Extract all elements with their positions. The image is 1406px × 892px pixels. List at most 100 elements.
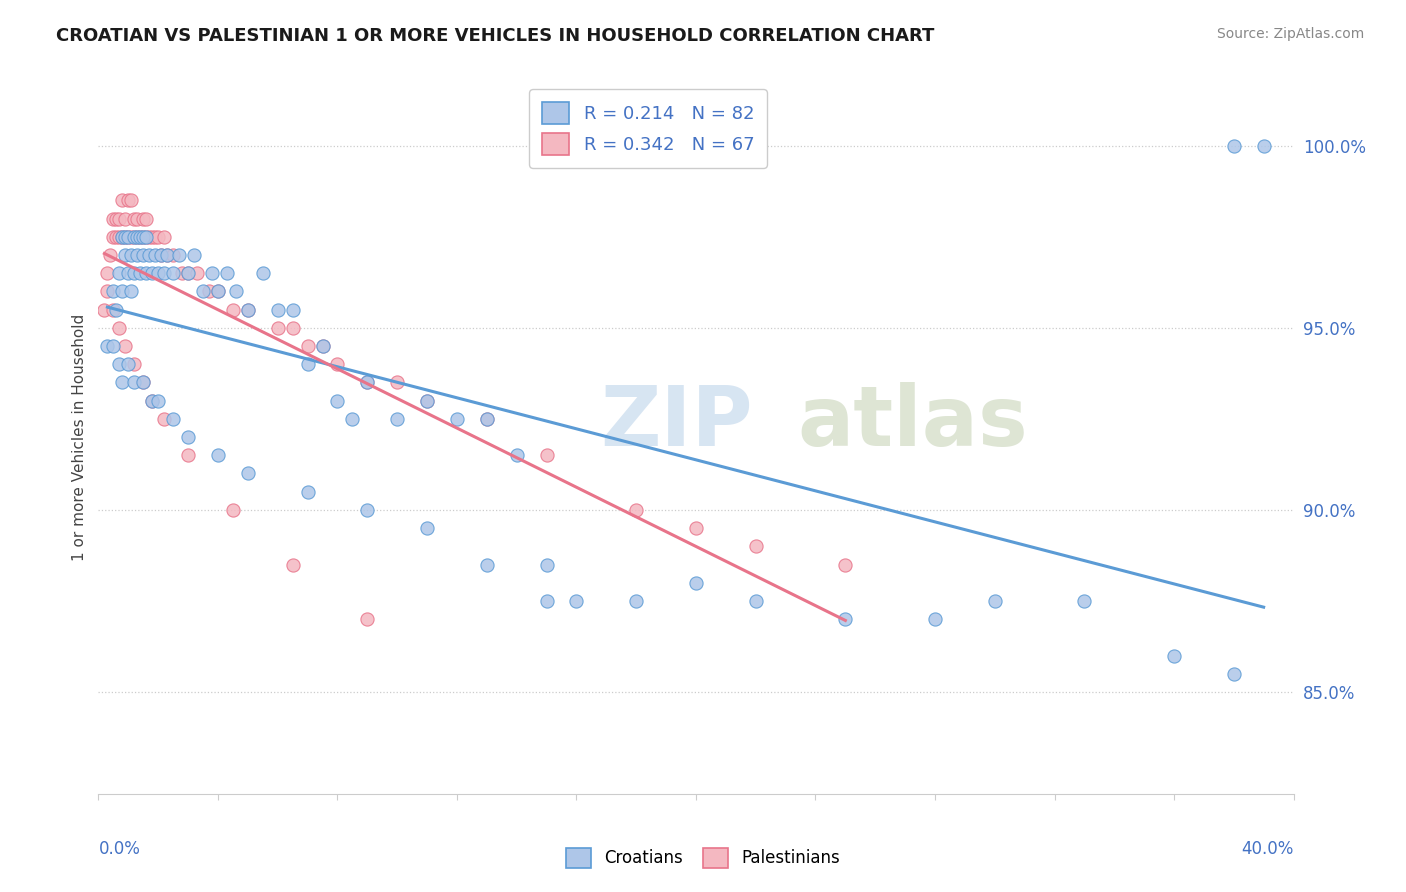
Point — [124, 230, 146, 244]
Point — [236, 302, 259, 317]
Point — [153, 266, 176, 280]
Point — [127, 230, 149, 244]
Point — [124, 266, 146, 280]
Point — [475, 558, 498, 572]
Point — [172, 266, 194, 280]
Point — [536, 558, 558, 572]
Point — [103, 230, 125, 244]
Point — [129, 266, 152, 280]
Point — [111, 376, 134, 390]
Point — [96, 266, 118, 280]
Point — [143, 230, 166, 244]
Point — [984, 594, 1007, 608]
Point — [162, 412, 184, 426]
Point — [177, 266, 200, 280]
Point — [150, 248, 173, 262]
Point — [135, 230, 157, 244]
Text: 40.0%: 40.0% — [1241, 840, 1294, 858]
Point — [143, 248, 166, 262]
Point — [207, 448, 229, 462]
Point — [475, 412, 498, 426]
Point — [326, 393, 349, 408]
Point — [156, 248, 179, 262]
Point — [111, 230, 134, 244]
Point — [416, 393, 439, 408]
Point — [745, 539, 768, 553]
Point — [626, 503, 648, 517]
Point — [120, 230, 142, 244]
Point — [114, 230, 136, 244]
Point — [416, 521, 439, 535]
Point — [117, 230, 139, 244]
Point — [114, 248, 136, 262]
Point — [141, 393, 163, 408]
Point — [111, 194, 134, 208]
Legend: R = 0.214   N = 82, R = 0.342   N = 67: R = 0.214 N = 82, R = 0.342 N = 67 — [530, 89, 766, 168]
Point — [385, 376, 409, 390]
Point — [183, 248, 205, 262]
Point — [536, 448, 558, 462]
Point — [225, 285, 247, 299]
Point — [124, 211, 146, 226]
Point — [153, 412, 176, 426]
Point — [1163, 648, 1185, 663]
Point — [215, 266, 238, 280]
Point — [120, 248, 142, 262]
Point — [177, 448, 200, 462]
Point — [1223, 138, 1246, 153]
Point — [207, 285, 229, 299]
Point — [148, 393, 170, 408]
Point — [135, 266, 157, 280]
Point — [267, 321, 290, 335]
Text: ZIP: ZIP — [600, 383, 752, 463]
Point — [148, 266, 170, 280]
Point — [924, 612, 946, 626]
Point — [103, 302, 125, 317]
Point — [127, 248, 149, 262]
Point — [236, 302, 259, 317]
Point — [103, 285, 125, 299]
Point — [129, 230, 152, 244]
Point — [114, 230, 136, 244]
Point — [120, 194, 142, 208]
Point — [506, 448, 529, 462]
Point — [281, 302, 304, 317]
Point — [446, 412, 468, 426]
Point — [191, 285, 214, 299]
Point — [103, 339, 125, 353]
Text: 0.0%: 0.0% — [98, 840, 141, 858]
Point — [111, 230, 134, 244]
Point — [132, 376, 155, 390]
Point — [103, 211, 125, 226]
Point — [162, 266, 184, 280]
Point — [105, 211, 128, 226]
Point — [356, 376, 378, 390]
Point — [177, 430, 200, 444]
Point — [135, 230, 157, 244]
Point — [1223, 666, 1246, 681]
Point — [132, 211, 155, 226]
Point — [141, 266, 163, 280]
Point — [132, 248, 155, 262]
Point — [281, 321, 304, 335]
Point — [111, 285, 134, 299]
Point — [117, 194, 139, 208]
Point — [98, 248, 122, 262]
Point — [129, 230, 152, 244]
Point — [236, 467, 259, 481]
Point — [96, 339, 118, 353]
Point — [186, 266, 208, 280]
Point — [114, 211, 136, 226]
Point — [281, 558, 304, 572]
Point — [93, 302, 115, 317]
Point — [1073, 594, 1095, 608]
Point — [162, 248, 184, 262]
Point — [135, 211, 157, 226]
Point — [153, 230, 176, 244]
Point — [297, 484, 319, 499]
Point — [834, 558, 856, 572]
Point — [120, 285, 142, 299]
Point — [207, 285, 229, 299]
Point — [108, 211, 131, 226]
Point — [108, 266, 131, 280]
